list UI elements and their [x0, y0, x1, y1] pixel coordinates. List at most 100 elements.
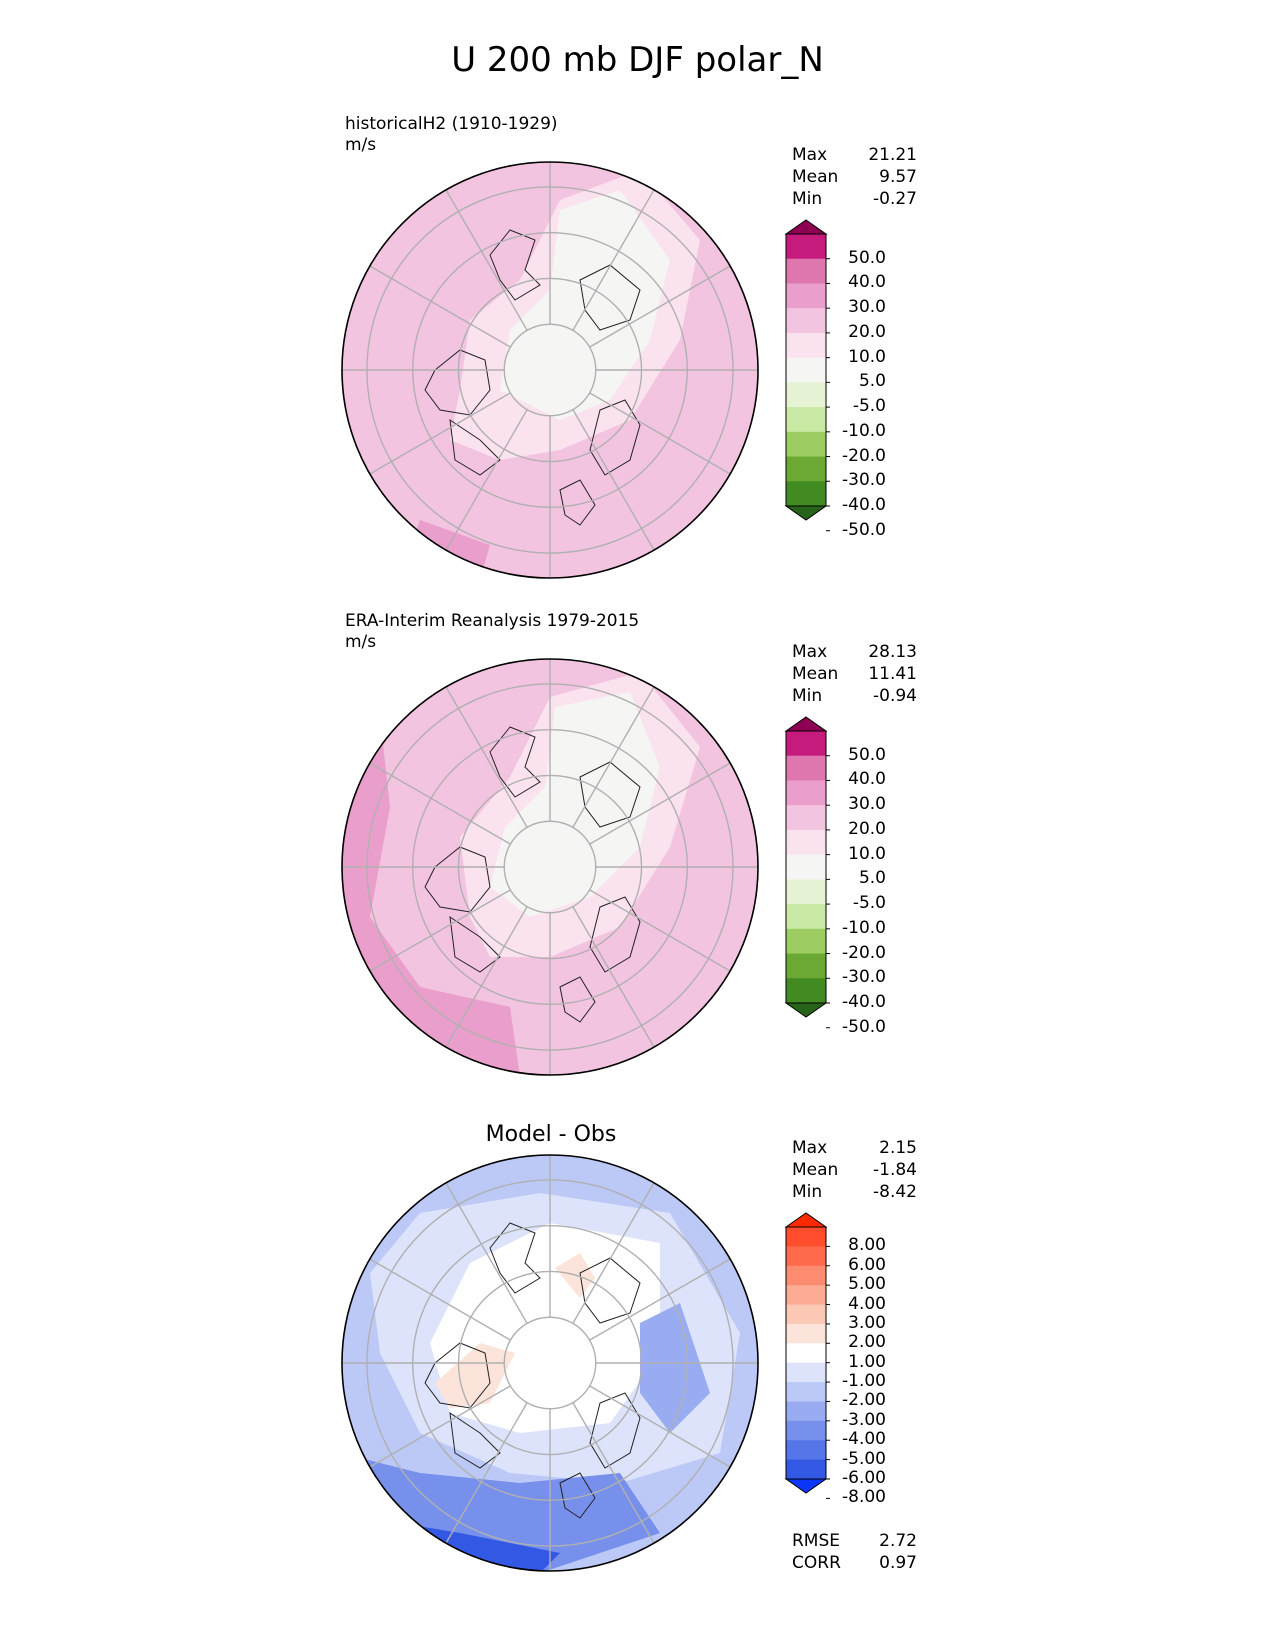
colorbar-tick-label: -50.0 — [842, 1016, 886, 1037]
panel-1-stat-min: Min -0.27 — [792, 188, 917, 210]
panel-1-polar-map — [341, 161, 759, 579]
coastline — [449, 1411, 501, 1469]
colorbar-segment — [786, 1304, 826, 1325]
colorbar-tick-label: -2.00 — [842, 1390, 886, 1411]
coastline — [489, 1222, 541, 1294]
colorbar-bottom-extend — [784, 1478, 828, 1494]
longitude-line — [589, 1385, 731, 1468]
colorbar-tick-label: -20.0 — [842, 942, 886, 963]
colorbar-segment — [786, 1246, 826, 1267]
colorbar-tick-label: -40.0 — [842, 495, 886, 515]
panel-3-stat-rmse-label: RMSE — [792, 1531, 841, 1551]
panel-3-stat-corr: CORR 0.97 — [792, 1552, 917, 1574]
panel-2-units: m/s — [345, 632, 377, 652]
panel-3-stat-rmse: RMSE 2.72 — [792, 1530, 917, 1552]
colorbar-frame — [785, 730, 827, 1004]
colorbar-tick-label: 2.00 — [848, 1332, 886, 1353]
longitude-line — [369, 1385, 511, 1468]
colorbar-segment — [786, 904, 826, 930]
panel-1-stat-mean-value: 9.57 — [879, 167, 917, 187]
coastline — [589, 896, 641, 973]
longitude-line — [572, 1402, 655, 1544]
longitude-line — [572, 189, 655, 331]
colorbar-tick-label: -3.00 — [842, 1409, 886, 1430]
panel-2-stats: Max 28.13 Mean 11.41 Min -0.94 — [792, 641, 917, 707]
colorbar-segment — [786, 481, 826, 507]
field-1-2 — [435, 1343, 515, 1408]
panel-1-stat-min-value: -0.27 — [873, 189, 917, 209]
colorbar-tick-label: -30.0 — [842, 470, 886, 491]
coastline — [559, 976, 596, 1023]
longitude-line — [445, 1182, 528, 1324]
colorbar-segment — [786, 1227, 826, 1247]
colorbar-segment — [786, 1401, 826, 1422]
map-boundary — [341, 658, 759, 1076]
coastline — [424, 1342, 491, 1409]
panel-3-polar-map — [341, 1154, 759, 1572]
colorbar-tick-label: -40.0 — [842, 992, 886, 1012]
panel-1-units: m/s — [345, 135, 377, 155]
colorbar-segment — [786, 407, 826, 433]
longitude-line — [369, 392, 511, 475]
colorbar-tick-label: 10.0 — [848, 843, 886, 864]
colorbar-segment — [786, 1323, 826, 1344]
colorbar-tick-label: -50.0 — [842, 519, 886, 540]
figure-title: U 200 mb DJF polar_N — [451, 40, 824, 80]
colorbar-segment — [786, 879, 826, 905]
panel-2-stat-max-label: Max — [792, 642, 828, 662]
colorbar-segment — [786, 780, 826, 806]
colorbar-tick-label: 5.0 — [858, 868, 886, 889]
colorbar-tick-label: 50.0 — [848, 247, 886, 268]
panel-2-stat-mean-value: 11.41 — [868, 664, 917, 684]
colorbar-segment — [786, 928, 826, 955]
coastline — [589, 1392, 641, 1469]
longitude-line — [369, 1258, 511, 1341]
colorbar-segment — [786, 332, 826, 359]
longitude-line — [369, 762, 511, 845]
longitude-line — [445, 686, 528, 828]
colorbar-segment — [786, 382, 826, 408]
colorbar-segment — [786, 283, 826, 309]
longitude-line — [572, 906, 655, 1048]
colorbar-segment — [786, 755, 826, 781]
colorbar-segment — [786, 953, 826, 979]
colorbar-tick-label: -30.0 — [842, 967, 886, 988]
colorbar-segment — [786, 805, 826, 831]
field-20-30 — [342, 717, 520, 1075]
panel-3-colorbar-ticks: 8.00 6.00 5.00 4.00 3.00 2.00 1.00 -1.00 -2.00 -3… — [830, 0, 890, 1506]
colorbar-tick-label: -5.00 — [842, 1448, 886, 1469]
colorbar-tick-label: 50.0 — [848, 744, 886, 765]
colorbar-tick-label: -5.0 — [852, 396, 886, 417]
panel-1-stat-max-label: Max — [792, 145, 828, 165]
panel-3-stat-corr-value: 0.97 — [879, 1553, 917, 1573]
longitude-line — [589, 762, 731, 845]
colorbar-top-extend — [784, 1212, 828, 1228]
longitude-line — [589, 265, 731, 348]
colorbar-tick-label: 5.00 — [848, 1274, 886, 1295]
colorbar-segment — [786, 431, 826, 458]
panel-2-colorbar-ticks: 50.0 40.0 30.0 20.0 10.0 5.0 -5.0 -10.0 -20.0 -30… — [830, 0, 890, 1035]
colorbar-segment — [786, 1382, 826, 1402]
longitude-line — [445, 906, 528, 1048]
coastline — [589, 399, 641, 476]
longitude-line — [445, 189, 528, 331]
colorbar-segment — [786, 731, 826, 757]
colorbar-tick-label: 20.0 — [848, 321, 886, 342]
colorbar-tick-label: 40.0 — [848, 769, 886, 790]
panel-1-stat-mean: Mean 9.57 — [792, 166, 917, 188]
panel-3-stat-max: Max 2.15 — [792, 1137, 917, 1159]
panel-3-stat-mean-label: Mean — [792, 1160, 839, 1180]
panel-3-stat-mean: Mean -1.84 — [792, 1159, 917, 1181]
panel-2-stat-max: Max 28.13 — [792, 641, 917, 663]
longitude-line — [589, 392, 731, 475]
panel-2-stat-mean: Mean 11.41 — [792, 663, 917, 685]
colorbar-frame — [785, 233, 827, 507]
colorbar-segment — [786, 1265, 826, 1286]
colorbar-tick-label: -8.00 — [842, 1487, 886, 1508]
longitude-line — [589, 889, 731, 972]
longitude-line — [572, 409, 655, 551]
colorbar-top-extend — [784, 716, 828, 732]
panel-3-stat-max-label: Max — [792, 1138, 828, 1158]
map-boundary — [341, 1154, 759, 1572]
colorbar-segment — [786, 456, 826, 482]
